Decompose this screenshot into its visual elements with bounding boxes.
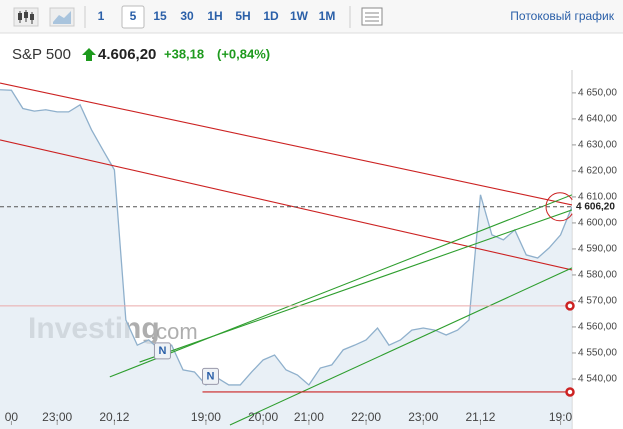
y-tick-label: 4 630,00 bbox=[578, 140, 617, 151]
up-arrow bbox=[82, 48, 96, 61]
interval-button[interactable]: 5H bbox=[235, 9, 250, 23]
x-tick-label: 22:00 bbox=[351, 410, 381, 424]
y-tick-label: 4 650,00 bbox=[578, 88, 617, 99]
watermark: .com bbox=[150, 319, 198, 344]
y-tick-label: 4 580,00 bbox=[578, 270, 617, 281]
trendline bbox=[229, 267, 572, 426]
toolbar bbox=[0, 0, 623, 33]
x-tick-label: 23:00 bbox=[408, 410, 438, 424]
interval-button[interactable]: 1M bbox=[319, 9, 336, 23]
x-tick-label: 20:00 bbox=[248, 410, 278, 424]
y-tick-label: 4 620,00 bbox=[578, 166, 617, 177]
y-tick-label: 4 550,00 bbox=[578, 348, 617, 359]
plot-area: Investing.com bbox=[0, 82, 572, 429]
interval-button[interactable]: 5 bbox=[130, 9, 137, 23]
quote-price: 4.606,20 bbox=[98, 46, 156, 63]
interval-button[interactable]: 1D bbox=[263, 9, 279, 23]
y-tick-label: 4 590,00 bbox=[578, 244, 617, 255]
quote-change-pct: (+0,84%) bbox=[217, 46, 270, 61]
last-price-box bbox=[572, 199, 622, 214]
interval-button[interactable]: 1 bbox=[98, 9, 105, 23]
x-tick-label: 21.12 bbox=[465, 410, 495, 424]
trendline-handle bbox=[565, 387, 575, 397]
y-tick-label: 4 560,00 bbox=[578, 322, 617, 333]
interval-button[interactable]: 15 bbox=[153, 9, 167, 23]
y-tick-label: 4 640,00 bbox=[578, 114, 617, 125]
trendline-handle bbox=[565, 301, 575, 311]
interval-button[interactable]: 30 bbox=[180, 9, 194, 23]
table-icon[interactable] bbox=[361, 7, 383, 26]
news-marker bbox=[153, 342, 171, 360]
news-marker-label: N bbox=[158, 345, 166, 357]
y-tick-label: 4 600,00 bbox=[578, 218, 617, 229]
y-tick-label: 4 610,00 bbox=[578, 192, 617, 203]
x-tick-label: 23:00 bbox=[42, 410, 72, 424]
y-tick-label: 4 540,00 bbox=[578, 374, 617, 385]
interval-selected bbox=[121, 5, 145, 29]
trendline bbox=[0, 139, 572, 271]
interval-button[interactable]: 1W bbox=[290, 9, 309, 23]
candle-icon[interactable] bbox=[13, 7, 39, 27]
news-marker-label: N bbox=[207, 370, 215, 382]
trendline bbox=[109, 194, 572, 378]
area-fill bbox=[0, 89, 572, 429]
trendline bbox=[0, 82, 572, 206]
interval-button[interactable]: 1H bbox=[207, 9, 222, 23]
quote-name: S&P 500 bbox=[12, 46, 71, 63]
quote-change: +38,18 bbox=[164, 46, 204, 61]
x-tick-label: 20.12 bbox=[99, 410, 129, 424]
x-tick-label: 00 bbox=[5, 410, 19, 424]
price-line bbox=[0, 89, 572, 386]
last-price-label: 4 606,20 bbox=[576, 201, 615, 212]
x-tick-label: 19:00 bbox=[191, 410, 221, 424]
y-tick-label: 4 570,00 bbox=[578, 296, 617, 307]
news-marker bbox=[201, 367, 219, 385]
x-tick-label: 19:0 bbox=[549, 410, 573, 424]
trendline bbox=[139, 209, 572, 363]
x-tick-label: 21:00 bbox=[294, 410, 324, 424]
stream-link[interactable]: Потоковый график bbox=[510, 9, 614, 23]
area-icon[interactable] bbox=[49, 7, 75, 27]
